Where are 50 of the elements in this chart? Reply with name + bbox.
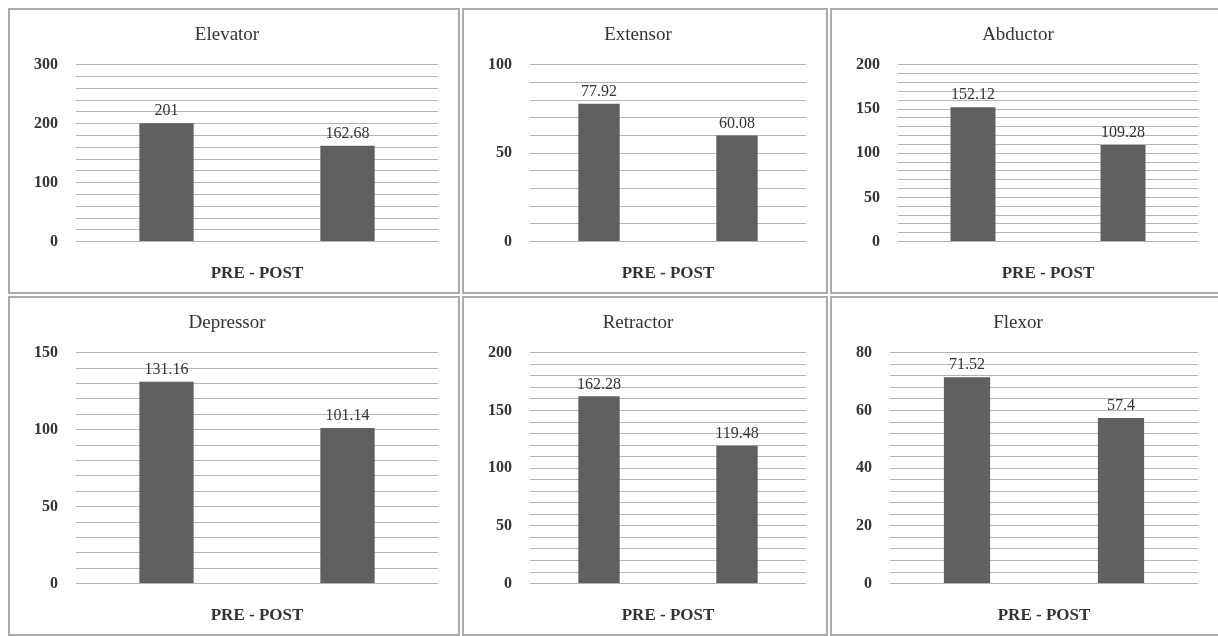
y-tick-label: 150 <box>856 99 880 117</box>
y-tick-label: 0 <box>50 231 58 249</box>
data-label: 57.4 <box>1107 396 1135 414</box>
y-tick-label: 100 <box>856 143 880 161</box>
chart-title: Retractor <box>602 311 675 333</box>
y-tick-label: 60 <box>856 400 872 418</box>
y-tick-label: 50 <box>496 143 512 161</box>
y-tick-label: 200 <box>488 342 512 360</box>
y-tick-label: 50 <box>864 187 880 205</box>
data-label: 152.12 <box>951 85 995 103</box>
chart-title: Elevator <box>194 23 260 45</box>
data-label: 131.16 <box>144 359 189 377</box>
data-label: 77.92 <box>581 82 617 100</box>
y-tick-label: 200 <box>856 54 880 72</box>
y-tick-label: 0 <box>504 573 512 591</box>
y-tick-label: 200 <box>34 113 58 131</box>
y-tick-label: 40 <box>856 458 872 476</box>
chart-title: Depressor <box>188 311 267 333</box>
y-tick-label: 0 <box>504 231 512 249</box>
y-tick-label: 0 <box>864 573 872 591</box>
x-axis-title: PRE - POST <box>997 605 1091 625</box>
y-tick-label: 150 <box>34 342 58 360</box>
y-tick-label: 100 <box>488 458 512 476</box>
y-tick-label: 50 <box>42 496 58 514</box>
data-label: 101.14 <box>325 406 370 424</box>
x-axis-title: PRE - POST <box>621 605 715 625</box>
y-tick-label: 300 <box>34 54 58 72</box>
y-tick-label: 0 <box>872 231 880 249</box>
y-tick-label: 100 <box>488 54 512 72</box>
x-axis-title: PRE - POST <box>621 263 715 283</box>
y-tick-label: 20 <box>856 516 872 534</box>
data-label: 201 <box>154 101 179 119</box>
chart-title: Extensor <box>604 23 673 45</box>
data-label: 60.08 <box>719 113 755 131</box>
x-axis-title: PRE - POST <box>210 605 304 625</box>
x-axis-title: PRE - POST <box>210 263 304 283</box>
data-label: 119.48 <box>715 423 759 441</box>
data-label: 162.68 <box>325 123 370 141</box>
chart-title: Flexor <box>993 311 1044 333</box>
y-tick-label: 50 <box>496 516 512 534</box>
y-tick-label: 100 <box>34 419 58 437</box>
y-tick-label: 0 <box>50 573 58 591</box>
x-axis-title: PRE - POST <box>1001 263 1095 283</box>
y-tick-label: 100 <box>34 172 58 190</box>
chart-title: Abductor <box>982 23 1055 45</box>
y-tick-label: 150 <box>488 400 512 418</box>
data-label: 71.52 <box>949 355 985 373</box>
y-tick-label: 80 <box>856 342 872 360</box>
data-label: 109.28 <box>1101 123 1145 141</box>
data-label: 162.28 <box>577 374 621 392</box>
